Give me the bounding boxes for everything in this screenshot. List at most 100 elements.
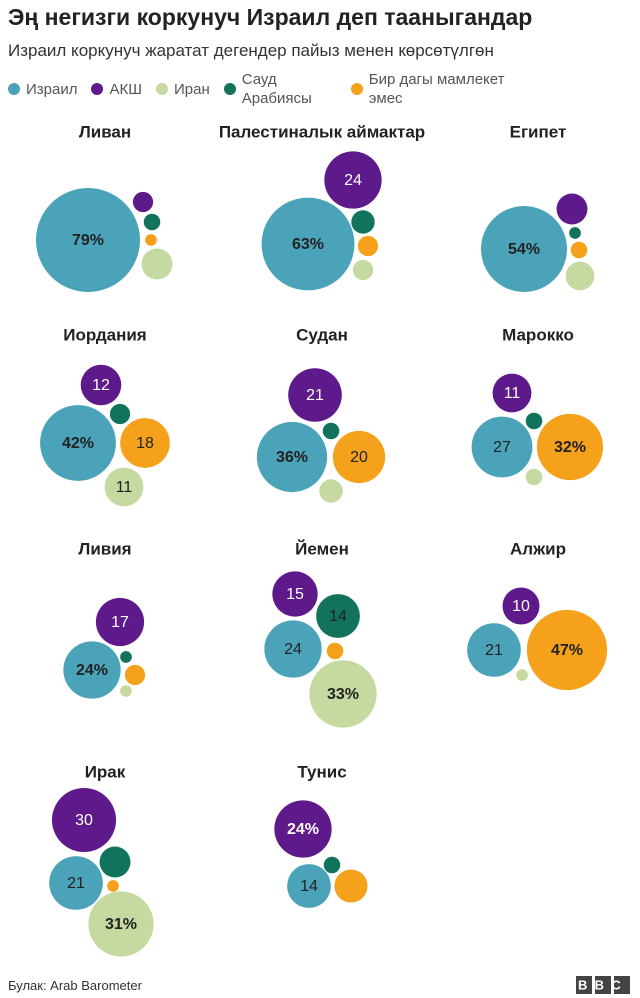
legend-swatch	[155, 83, 168, 95]
bubble	[51, 787, 117, 853]
bubble	[319, 479, 343, 503]
bubble	[516, 669, 528, 681]
value-label: 14	[329, 608, 347, 625]
bubble	[316, 594, 360, 638]
bubble	[104, 467, 144, 507]
value-label: 15	[286, 586, 304, 603]
bubble	[145, 234, 157, 246]
bubble	[120, 685, 132, 697]
bubble	[36, 188, 140, 292]
bubble	[261, 197, 355, 291]
legend-item: АКШ	[91, 70, 142, 108]
value-label: 47%	[551, 642, 583, 659]
bubble	[492, 373, 532, 413]
legend-swatch	[91, 83, 104, 95]
bubble	[556, 193, 588, 225]
value-label: 79%	[72, 232, 104, 249]
value-label: 17	[111, 614, 129, 631]
bubble	[274, 800, 332, 858]
country-title: Тунис	[297, 762, 346, 781]
bubble	[264, 620, 322, 678]
legend: Израил АКШ Иран Сауд Арабиясы Бир дагы мамле…	[8, 70, 553, 108]
bubble	[309, 660, 377, 728]
value-label: 54%	[508, 241, 540, 258]
bubble	[536, 413, 604, 481]
legend-item: Израил	[8, 70, 77, 108]
bubble	[120, 651, 132, 663]
value-label: 18	[136, 435, 154, 452]
bubble	[49, 856, 103, 910]
country-title: Ливан	[79, 122, 131, 141]
bubble	[525, 412, 543, 430]
country-title: Судан	[296, 325, 348, 344]
country-title: Алжир	[510, 539, 566, 558]
value-label: 27	[493, 439, 511, 456]
chart-subtitle: Израил коркунуч жаратат дегендер пайыз м…	[8, 41, 494, 60]
bubble	[88, 891, 154, 957]
bubble	[502, 587, 540, 625]
country-title: Иордания	[63, 325, 146, 344]
bubble	[569, 227, 581, 239]
bubble	[256, 421, 328, 493]
value-label: 63%	[292, 236, 324, 253]
legend-swatch	[350, 83, 363, 95]
value-label: 11	[116, 479, 133, 496]
bubble	[525, 468, 543, 486]
logo-text: BBC	[578, 977, 628, 992]
legend-label: Израил	[26, 80, 78, 98]
bubble	[357, 235, 379, 257]
country-title: Палестиналык аймактар	[219, 122, 425, 141]
bubble	[95, 597, 145, 647]
bubble	[99, 846, 131, 878]
value-label: 42%	[62, 435, 94, 452]
bubble	[332, 430, 386, 484]
bubble	[63, 641, 121, 699]
value-label: 33%	[327, 686, 359, 703]
value-label: 31%	[105, 916, 137, 933]
country-title: Йемен	[295, 539, 349, 558]
value-label: 21	[67, 875, 85, 892]
bubble	[324, 151, 382, 209]
country-title: Ирак	[85, 762, 126, 781]
value-label: 14	[300, 878, 318, 895]
value-label: 21	[485, 642, 503, 659]
bubble	[351, 210, 375, 234]
legend-item: Сауд Арабиясы	[223, 70, 337, 108]
bubble	[109, 403, 131, 425]
bubble	[132, 191, 154, 213]
bubble	[124, 664, 146, 686]
bubble	[141, 248, 173, 280]
bubble	[143, 213, 161, 231]
value-label: 20	[350, 449, 368, 466]
value-label: 24%	[287, 821, 319, 838]
value-label: 21	[306, 387, 324, 404]
value-label: 11	[504, 385, 521, 402]
country-title: Ливия	[78, 539, 131, 558]
bubble	[467, 623, 521, 677]
bubble	[287, 864, 331, 908]
bubble	[288, 368, 342, 422]
bubble	[323, 856, 341, 874]
value-label: 36%	[276, 449, 308, 466]
bubble	[352, 259, 374, 281]
legend-swatch	[8, 83, 20, 95]
value-label: 30	[75, 812, 93, 829]
bubble	[80, 364, 122, 406]
bubble	[326, 642, 344, 660]
logo: BBC	[576, 976, 630, 994]
value-label: 24	[344, 172, 362, 189]
country-title: Египет	[510, 122, 567, 141]
legend-item: Иран	[155, 70, 210, 108]
bubble	[107, 880, 119, 892]
legend-label: Бир дагы мамлекет эмес	[368, 71, 505, 107]
bubble	[481, 206, 567, 292]
value-label: 12	[92, 377, 110, 394]
legend-swatch	[223, 83, 236, 95]
bubble	[40, 405, 116, 481]
bubble	[471, 416, 533, 478]
chart: Ливан 79% Палестиналык аймактар 63% 24 Египет…	[36, 122, 608, 957]
bubble	[322, 422, 340, 440]
bubble	[272, 571, 318, 617]
legend-label: Сауд Арабиясы	[241, 71, 312, 107]
